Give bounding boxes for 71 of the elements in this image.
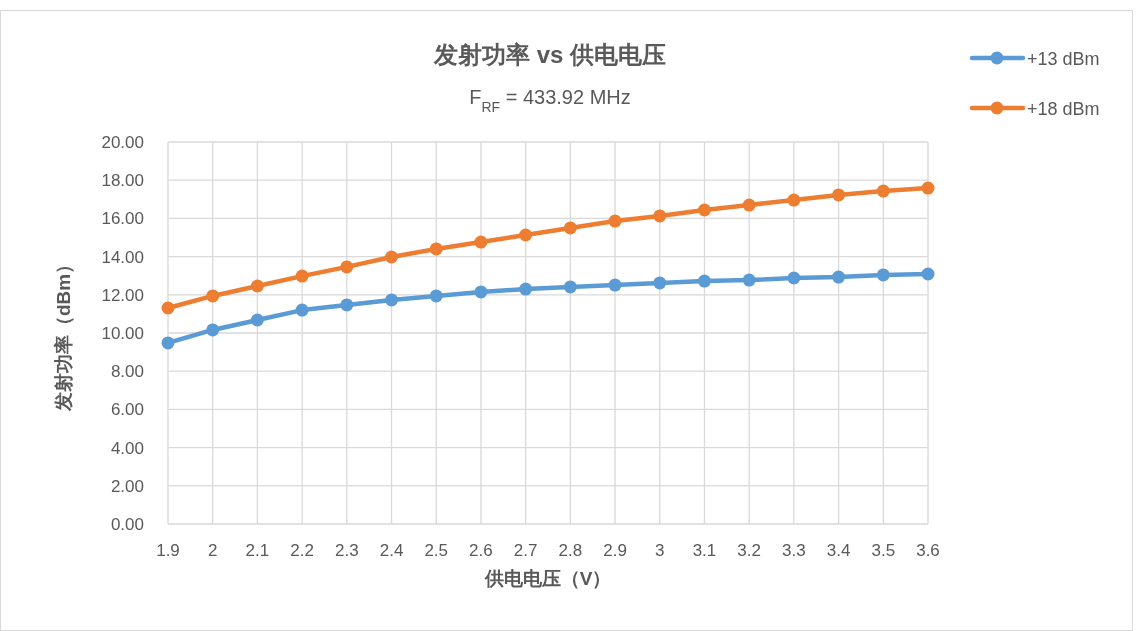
x-tick-label: 2.2 xyxy=(290,541,314,560)
point xyxy=(742,198,756,212)
point xyxy=(161,301,175,315)
point xyxy=(832,188,846,202)
y-tick-label: 2.00 xyxy=(110,476,144,496)
x-axis-title: 供电电压（V） xyxy=(483,568,612,589)
point xyxy=(787,193,801,207)
x-tick-label: 3.6 xyxy=(916,541,940,560)
point xyxy=(519,228,533,242)
point xyxy=(429,289,443,303)
y-tick-label: 8.00 xyxy=(110,362,144,382)
point xyxy=(340,260,354,274)
point xyxy=(697,274,711,288)
x-tick-label: 2 xyxy=(207,541,218,560)
point xyxy=(206,323,220,337)
point xyxy=(876,184,890,198)
point xyxy=(653,209,667,223)
point xyxy=(921,267,935,281)
x-tick-label: 3.5 xyxy=(871,541,896,560)
point xyxy=(295,269,309,283)
y-tick-label: 14.00 xyxy=(101,247,144,267)
x-tick-label: 3 xyxy=(655,541,665,560)
point xyxy=(608,278,622,292)
point xyxy=(206,289,220,303)
chart-subtitle: F$_{RF}$ = 433.92 MHz xyxy=(469,86,631,115)
point xyxy=(474,235,488,249)
point xyxy=(742,273,756,287)
y-tick-label: 18.00 xyxy=(101,171,144,191)
x-tick-label: 2.9 xyxy=(603,541,627,560)
point xyxy=(653,276,667,290)
point xyxy=(563,221,577,235)
point xyxy=(385,293,399,307)
legend-label: +18 dBm xyxy=(1027,99,1100,119)
x-tick-label: 2.6 xyxy=(469,541,493,560)
y-tick-label: 0.00 xyxy=(110,515,144,534)
x-tick-label: 2.5 xyxy=(424,541,449,560)
y-tick-label: 6.00 xyxy=(110,400,144,420)
x-tick-label: 3.3 xyxy=(782,541,806,560)
point xyxy=(161,336,175,350)
point xyxy=(340,298,354,312)
point xyxy=(519,282,533,296)
y-tick-label: 16.00 xyxy=(101,209,144,229)
point xyxy=(832,270,846,284)
y-axis-title: 发射功率（dBm） xyxy=(53,254,74,413)
x-tick-label: 3.4 xyxy=(826,541,851,560)
point xyxy=(876,268,890,282)
x-tick-label: 1.9 xyxy=(156,541,180,560)
point xyxy=(697,203,711,217)
x-tick-label: 2.8 xyxy=(558,541,583,560)
point xyxy=(563,280,577,294)
point xyxy=(295,303,309,317)
x-tick-label: 3.1 xyxy=(692,541,717,560)
point xyxy=(787,271,801,285)
y-tick-label: 12.00 xyxy=(101,285,144,305)
point xyxy=(250,279,264,293)
x-tick-label: 2.3 xyxy=(335,541,359,560)
point xyxy=(921,181,935,195)
point xyxy=(250,313,264,327)
y-tick-label: 4.00 xyxy=(110,438,144,458)
point xyxy=(608,214,622,228)
x-tick-label: 3.2 xyxy=(737,541,761,560)
x-tick-label: 2.1 xyxy=(245,541,270,560)
chart-title: 发射功率 vs 供电电压 xyxy=(432,41,667,68)
point xyxy=(385,250,399,264)
point xyxy=(474,285,488,299)
x-tick-label: 2.7 xyxy=(513,541,538,560)
point xyxy=(429,242,443,256)
y-tick-label: 10.00 xyxy=(101,324,144,343)
x-tick-label: 2.4 xyxy=(379,541,404,560)
legend-label: +13 dBm xyxy=(1027,49,1100,69)
y-tick-label: 20.00 xyxy=(101,133,144,152)
